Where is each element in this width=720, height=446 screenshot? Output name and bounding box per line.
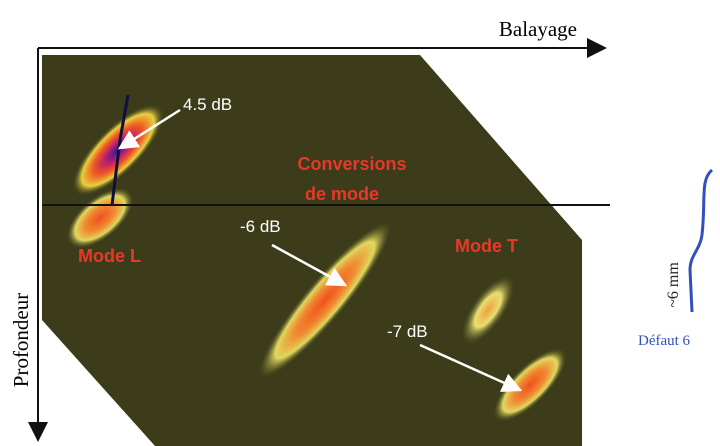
peak-label: -6 dB <box>240 217 281 236</box>
echo <box>258 222 392 378</box>
arrow <box>419 343 523 392</box>
peak-label: 4.5 dB <box>183 95 232 114</box>
zone-label: Mode T <box>455 236 518 256</box>
echo <box>461 275 515 345</box>
defect-name: Défaut 6 <box>638 333 691 349</box>
zone-label: Conversions <box>297 154 406 174</box>
zone-label: Mode L <box>78 246 141 266</box>
axis-label: Balayage <box>499 17 577 41</box>
echo <box>66 188 134 248</box>
defect-size: ~6 mm <box>665 262 682 308</box>
arrow <box>271 243 348 287</box>
peak-label: -7 dB <box>387 322 428 341</box>
scan-image <box>42 55 582 446</box>
echo <box>493 348 567 422</box>
defect-profile <box>688 168 714 313</box>
zone-label: de mode <box>305 184 379 204</box>
arrow <box>117 108 181 150</box>
axis-label: Profondeur <box>9 293 33 387</box>
